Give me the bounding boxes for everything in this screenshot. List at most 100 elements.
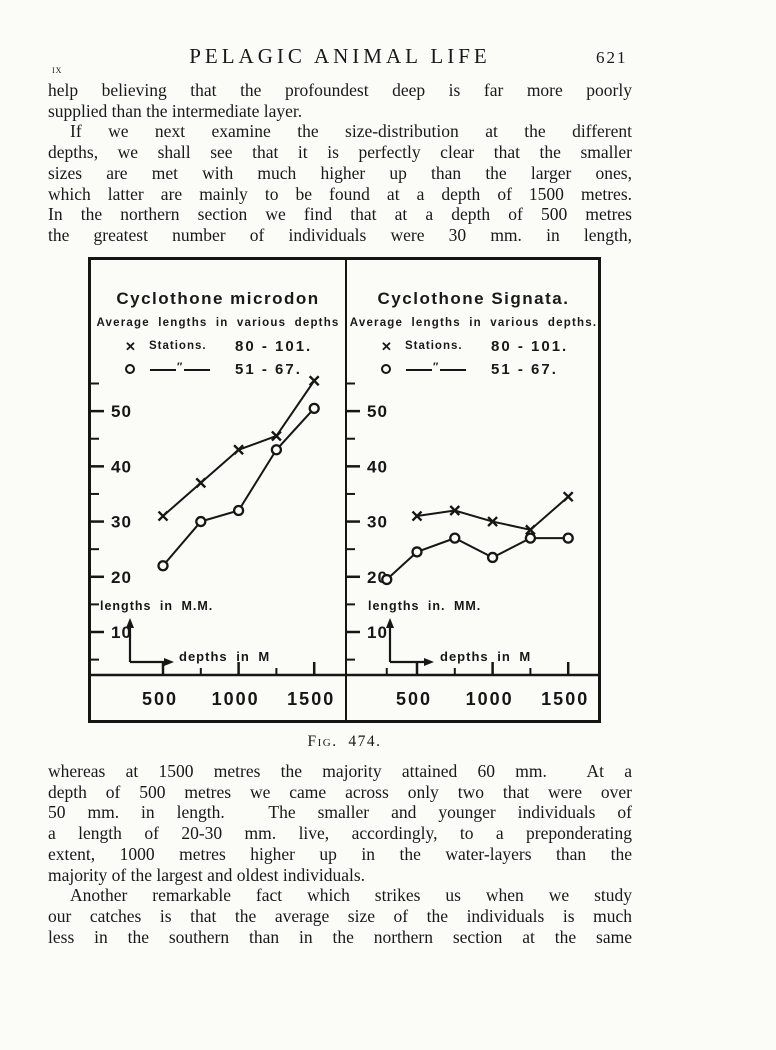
- x-marker-icon: ✕: [381, 340, 405, 353]
- data-point-x: [271, 430, 282, 442]
- body-line: a length of 20-30 mm. live, accordingly,…: [48, 823, 632, 844]
- panel-subtitle: Average lengths in various depths.: [349, 317, 598, 329]
- series-line: [416, 495, 569, 531]
- body-line: If we next examine the size-distribution…: [70, 121, 632, 142]
- chart-panel-cyclothone-signata: Cyclothone Signata. Average lengths in va…: [345, 260, 600, 720]
- body-line: less in the southern than in the norther…: [48, 926, 632, 947]
- body-text-upper: help believing that the profoundest deep…: [48, 80, 632, 246]
- data-point-circle: [486, 551, 499, 564]
- body-line: depth of 500 metres we came across only …: [48, 781, 632, 802]
- y-axis-label: 40: [367, 457, 388, 476]
- series-line: [162, 407, 315, 567]
- body-line: In the northern section we find that at …: [48, 204, 632, 225]
- y-axis-label: 50: [367, 402, 388, 421]
- x-axis-label: 500: [396, 689, 432, 709]
- legend-station-range: 51 - 67.: [235, 360, 302, 378]
- data-point-circle: [411, 546, 423, 558]
- x-axis-title: depths in M: [440, 649, 531, 664]
- y-axis-label: 50: [111, 402, 132, 421]
- body-line: whereas at 1500 metres the majority atta…: [48, 761, 632, 781]
- up-arrowhead-icon: [386, 618, 394, 628]
- legend-row: ✕ Stations. 80 - 101.: [91, 336, 345, 356]
- circle-marker-icon: [381, 364, 405, 374]
- data-point-x: [157, 510, 169, 522]
- circle-marker-icon: [125, 364, 149, 374]
- panel-title: Cyclothone Signata.: [377, 289, 570, 308]
- ditto-line: [150, 369, 176, 371]
- y-axis-title: lengths in. MM.: [368, 599, 481, 613]
- data-point-circle: [157, 560, 169, 572]
- data-point-circle: [381, 573, 393, 586]
- page-number: 621: [596, 48, 628, 67]
- x-axis-label: 1500: [541, 689, 589, 709]
- right-arrowhead-icon: [424, 658, 434, 666]
- body-line: help believing that the profoundest deep…: [48, 80, 632, 100]
- data-point-x: [525, 524, 536, 536]
- data-point-circle: [232, 504, 245, 517]
- page-header: ix PELAGIC ANIMAL LIFE 621: [48, 44, 632, 76]
- data-point-circle: [562, 532, 574, 544]
- ditto-mark: ″: [405, 361, 491, 375]
- panel-subtitle: Average lengths in various depths: [96, 317, 340, 329]
- x-axis-label: 1500: [287, 689, 335, 709]
- legend-station-range: 80 - 101.: [235, 337, 313, 355]
- x-marker-icon: ✕: [381, 338, 392, 354]
- data-point-x: [449, 505, 461, 516]
- up-arrowhead-icon: [126, 618, 134, 628]
- circle-marker-icon: [381, 364, 391, 374]
- body-line: supplied than the intermediate layer.: [48, 100, 303, 121]
- figure-caption: Fig. 474.: [307, 733, 382, 750]
- x-marker-icon: ✕: [125, 338, 136, 354]
- y-axis-label: 30: [367, 513, 388, 532]
- data-point-circle: [308, 402, 320, 415]
- body-line: which latter are mainly to be found at a…: [48, 183, 632, 204]
- data-point-circle: [195, 515, 207, 528]
- chart-panel-cyclothone-microdon: Cyclothone microdon Average lengths in va…: [91, 260, 345, 720]
- y-axis-label: 10: [367, 623, 388, 642]
- chart-svg: 10 20 30 40 50 500 1000 1500 lengths in M.M. dept…: [91, 375, 345, 709]
- y-axis-label: 30: [111, 513, 132, 532]
- panel-title: Cyclothone microdon: [116, 289, 320, 308]
- body-line: extent, 1000 metres higher up in the wat…: [48, 843, 632, 864]
- body-line: Another remarkable fact which strikes us…: [70, 885, 632, 906]
- ditto-line: [184, 369, 211, 371]
- legend-station-range: 51 - 67.: [491, 360, 558, 378]
- page-title: PELAGIC ANIMAL LIFE: [189, 44, 491, 68]
- x-axis-label: 1000: [212, 689, 260, 709]
- y-axis-title: lengths in M.M.: [100, 599, 213, 613]
- data-point-x: [411, 510, 423, 522]
- legend-station-range: 80 - 101.: [491, 337, 569, 355]
- y-axis-label: 40: [111, 457, 132, 476]
- ditto-quote: ″: [177, 361, 184, 373]
- series-line: [386, 537, 569, 581]
- ditto-quote: ″: [433, 361, 440, 373]
- data-point-x: [487, 516, 498, 527]
- y-axis-label: 10: [111, 623, 132, 642]
- data-point-circle: [449, 532, 461, 544]
- x-axis-title: depths in M: [179, 649, 270, 664]
- body-line: our catches is that the average size of …: [48, 905, 632, 926]
- body-line: 50 mm. in length. The smaller and younge…: [48, 802, 632, 823]
- chapter-number: ix: [52, 62, 63, 76]
- data-point-circle: [524, 532, 537, 544]
- body-line: depths, we shall see that it is perfectl…: [48, 142, 632, 163]
- figure-474: Cyclothone microdon Average lengths in va…: [88, 257, 601, 723]
- right-arrowhead-icon: [164, 658, 174, 666]
- legend-row: ″ 51 - 67.: [347, 359, 600, 379]
- data-point-x: [562, 491, 574, 503]
- ditto-mark: ″: [149, 361, 235, 375]
- data-point-x: [195, 477, 207, 489]
- body-line: sizes are met with much higher up than t…: [48, 162, 632, 183]
- legend-label: Stations.: [149, 340, 207, 352]
- data-point-x: [233, 444, 244, 456]
- ditto-line: [406, 369, 432, 371]
- body-line: the greatest number of individuals were …: [48, 224, 632, 245]
- circle-marker-icon: [125, 364, 135, 374]
- data-point-x: [308, 375, 320, 387]
- legend-row: ✕ Stations. 80 - 101.: [347, 336, 600, 356]
- x-axis-label: 500: [142, 689, 178, 709]
- body-line: majority of the largest and oldest indiv…: [48, 864, 366, 885]
- y-axis-label: 20: [111, 568, 132, 587]
